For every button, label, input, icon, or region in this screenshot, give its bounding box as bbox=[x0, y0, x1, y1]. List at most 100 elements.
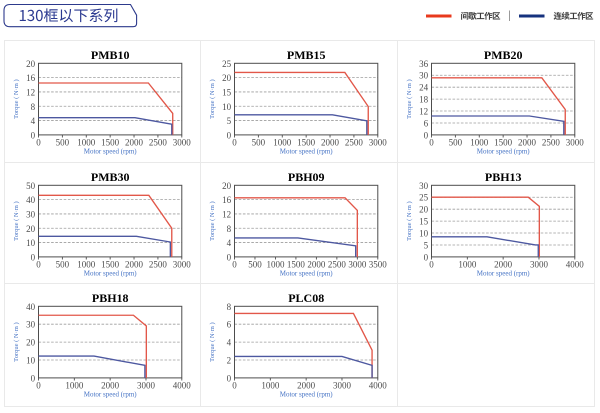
svg-text:PMB15: PMB15 bbox=[287, 48, 326, 62]
svg-text:3000: 3000 bbox=[173, 259, 192, 269]
svg-text:0: 0 bbox=[36, 259, 41, 269]
svg-text:10: 10 bbox=[419, 228, 429, 238]
svg-text:0: 0 bbox=[429, 138, 434, 148]
svg-text:0: 0 bbox=[233, 259, 238, 269]
svg-text:Motor speed (rpm): Motor speed (rpm) bbox=[476, 269, 530, 277]
svg-text:0: 0 bbox=[31, 374, 36, 384]
svg-text:PBH13: PBH13 bbox=[485, 170, 522, 184]
svg-text:Motor speed (rpm): Motor speed (rpm) bbox=[280, 269, 334, 277]
svg-text:Motor speed (rpm): Motor speed (rpm) bbox=[84, 391, 138, 399]
svg-text:20: 20 bbox=[222, 73, 232, 83]
svg-text:0: 0 bbox=[31, 252, 36, 262]
svg-text:Motor speed (rpm): Motor speed (rpm) bbox=[280, 148, 334, 156]
svg-text:10: 10 bbox=[26, 238, 36, 248]
svg-text:20: 20 bbox=[419, 204, 429, 214]
svg-text:Motor speed (rpm): Motor speed (rpm) bbox=[280, 391, 334, 399]
svg-text:4000: 4000 bbox=[565, 259, 584, 269]
svg-text:1500: 1500 bbox=[297, 138, 316, 148]
svg-text:18: 18 bbox=[419, 95, 429, 105]
svg-text:12: 12 bbox=[419, 107, 428, 117]
svg-text:3000: 3000 bbox=[333, 381, 352, 391]
svg-text:0: 0 bbox=[31, 130, 36, 140]
svg-text:16: 16 bbox=[26, 73, 36, 83]
svg-text:0: 0 bbox=[233, 381, 238, 391]
svg-text:20: 20 bbox=[26, 338, 36, 348]
svg-text:3000: 3000 bbox=[565, 138, 584, 148]
svg-text:4: 4 bbox=[227, 338, 232, 348]
svg-text:0: 0 bbox=[423, 130, 428, 140]
svg-text:4: 4 bbox=[227, 238, 232, 248]
svg-text:12: 12 bbox=[222, 209, 231, 219]
svg-text:Torque ( N·m ): Torque ( N·m ) bbox=[406, 201, 413, 240]
svg-text:2000: 2000 bbox=[125, 138, 144, 148]
svg-text:Torque ( N·m ): Torque ( N·m ) bbox=[13, 79, 20, 118]
svg-text:10: 10 bbox=[26, 356, 36, 366]
svg-text:4000: 4000 bbox=[369, 381, 388, 391]
svg-text:3000: 3000 bbox=[349, 259, 368, 269]
svg-text:6: 6 bbox=[423, 118, 428, 128]
svg-text:PBH18: PBH18 bbox=[92, 292, 129, 306]
svg-text:25: 25 bbox=[222, 59, 232, 69]
svg-text:Torque ( N·m ): Torque ( N·m ) bbox=[406, 79, 413, 118]
svg-text:500: 500 bbox=[56, 138, 70, 148]
svg-text:20: 20 bbox=[222, 180, 232, 190]
svg-text:Torque ( N·m ): Torque ( N·m ) bbox=[13, 201, 20, 240]
svg-text:1500: 1500 bbox=[101, 259, 120, 269]
svg-text:Torque ( N·m ): Torque ( N·m ) bbox=[210, 201, 217, 240]
svg-text:2000: 2000 bbox=[494, 259, 513, 269]
svg-text:2000: 2000 bbox=[125, 259, 144, 269]
svg-text:0: 0 bbox=[227, 130, 232, 140]
svg-text:1000: 1000 bbox=[65, 381, 84, 391]
svg-text:1500: 1500 bbox=[287, 259, 306, 269]
svg-text:3000: 3000 bbox=[173, 138, 192, 148]
svg-text:PMB10: PMB10 bbox=[91, 48, 130, 62]
svg-text:12: 12 bbox=[26, 87, 35, 97]
svg-text:5: 5 bbox=[227, 116, 232, 126]
svg-text:500: 500 bbox=[249, 259, 263, 269]
svg-text:2000: 2000 bbox=[297, 381, 316, 391]
svg-text:2000: 2000 bbox=[321, 138, 340, 148]
svg-text:8: 8 bbox=[227, 223, 232, 233]
svg-text:Torque ( N·m ): Torque ( N·m ) bbox=[210, 323, 217, 362]
svg-text:Torque ( N·m ): Torque ( N·m ) bbox=[210, 79, 217, 118]
svg-text:2000: 2000 bbox=[518, 138, 537, 148]
svg-text:Motor speed (rpm): Motor speed (rpm) bbox=[84, 148, 138, 156]
svg-text:20: 20 bbox=[26, 223, 36, 233]
svg-text:36: 36 bbox=[419, 59, 429, 69]
svg-text:0: 0 bbox=[36, 381, 41, 391]
svg-text:3000: 3000 bbox=[137, 381, 156, 391]
svg-text:2500: 2500 bbox=[328, 259, 347, 269]
svg-text:4: 4 bbox=[31, 116, 36, 126]
svg-text:Torque ( N·m ): Torque ( N·m ) bbox=[13, 323, 20, 362]
svg-text:1000: 1000 bbox=[470, 138, 489, 148]
svg-text:1500: 1500 bbox=[494, 138, 513, 148]
svg-text:1500: 1500 bbox=[101, 138, 120, 148]
svg-text:Motor speed (rpm): Motor speed (rpm) bbox=[84, 269, 138, 277]
svg-text:3000: 3000 bbox=[369, 138, 388, 148]
svg-text:0: 0 bbox=[233, 138, 238, 148]
svg-text:2000: 2000 bbox=[101, 381, 120, 391]
svg-text:0: 0 bbox=[429, 259, 434, 269]
svg-text:1000: 1000 bbox=[77, 259, 96, 269]
svg-text:15: 15 bbox=[222, 87, 232, 97]
svg-text:30: 30 bbox=[26, 320, 36, 330]
svg-text:1000: 1000 bbox=[458, 259, 477, 269]
svg-text:8: 8 bbox=[227, 302, 232, 312]
svg-text:PMB30: PMB30 bbox=[91, 170, 130, 184]
svg-text:1000: 1000 bbox=[274, 138, 293, 148]
svg-text:4000: 4000 bbox=[173, 381, 192, 391]
svg-text:PLC08: PLC08 bbox=[289, 292, 325, 306]
svg-text:PBH09: PBH09 bbox=[288, 170, 325, 184]
svg-text:16: 16 bbox=[222, 195, 232, 205]
svg-text:1000: 1000 bbox=[267, 259, 286, 269]
svg-text:500: 500 bbox=[56, 259, 70, 269]
svg-text:15: 15 bbox=[419, 216, 429, 226]
svg-text:500: 500 bbox=[252, 138, 266, 148]
svg-text:30: 30 bbox=[26, 209, 36, 219]
svg-text:50: 50 bbox=[26, 180, 36, 190]
svg-text:2500: 2500 bbox=[149, 259, 168, 269]
svg-text:8: 8 bbox=[31, 102, 36, 112]
svg-text:24: 24 bbox=[419, 83, 429, 93]
svg-text:3000: 3000 bbox=[530, 259, 549, 269]
svg-text:0: 0 bbox=[36, 138, 41, 148]
